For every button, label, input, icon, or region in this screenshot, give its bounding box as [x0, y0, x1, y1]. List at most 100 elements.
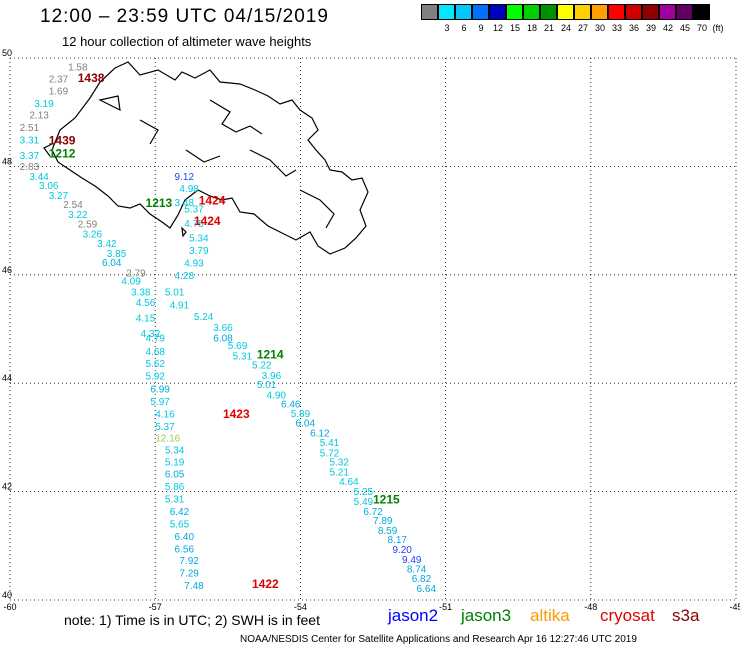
pass-time-label: 1424 [194, 214, 221, 228]
color-swatch [574, 4, 591, 20]
wave-height-value: 4.68 [146, 347, 166, 358]
color-scale-label: 45 [679, 23, 690, 33]
lat-tick-label: 40 [2, 590, 12, 600]
color-scale-label: 12 [492, 23, 503, 33]
wave-height-value: 3.79 [189, 246, 209, 257]
wave-height-value: 4.28 [175, 271, 195, 282]
wave-height-value: 3.48 [175, 198, 195, 209]
wave-height-value: 6.46 [281, 400, 301, 411]
wave-height-value: 1.69 [49, 86, 69, 97]
wave-height-value: 5.34 [165, 446, 185, 457]
satellite-jason3: jason3 [461, 606, 512, 625]
wave-height-value: 8.17 [388, 535, 408, 546]
wave-height-value: 2.83 [20, 162, 40, 173]
wave-height-value: 5.21 [329, 467, 349, 478]
wave-height-value: 5.22 [252, 361, 272, 372]
wave-height-value: 6.08 [213, 333, 233, 344]
wave-height-value: 3.37 [20, 151, 40, 162]
color-scale-label: 39 [645, 23, 656, 33]
wave-height-value: 4.56 [136, 298, 156, 309]
wave-height-value: 9.20 [392, 545, 412, 556]
wave-height-value: 4.15 [136, 313, 156, 324]
wave-height-value: 5.72 [320, 448, 340, 459]
wave-height-value: 2.13 [29, 111, 49, 122]
wave-height-value: 5.37 [155, 422, 175, 433]
color-swatch [421, 4, 438, 20]
color-swatch [506, 4, 523, 20]
footer-note: note: 1) Time is in UTC; 2) SWH is in fe… [64, 612, 320, 628]
wave-height-value: 5.41 [320, 438, 340, 449]
wave-height-value: 6.04 [102, 258, 122, 269]
color-swatch [455, 4, 472, 20]
wave-height-value: 3.19 [34, 99, 54, 110]
color-scale-label: 33 [611, 23, 622, 33]
color-swatch [608, 4, 625, 20]
satellite-cryosat: cryosat [600, 606, 655, 625]
wave-height-observations: 1.582.371.69 3.192.132.51 3.31 3.372.833.44… [20, 62, 437, 594]
color-swatch [693, 4, 710, 20]
color-scale-label: 36 [628, 23, 639, 33]
wave-height-value: 5.65 [170, 519, 190, 530]
wave-height-value: 4.90 [267, 390, 287, 401]
wave-height-value: 4.79 [146, 333, 166, 344]
wave-height-value: 7.29 [179, 569, 199, 580]
wave-height-value: 4.32 [141, 329, 161, 340]
wave-height-value: 5.92 [146, 371, 166, 382]
color-swatch [591, 4, 608, 20]
wave-height-value: 5.86 [165, 482, 185, 493]
wave-height-value: 3.66 [213, 323, 233, 334]
color-scale-label: 27 [577, 23, 588, 33]
lon-tick-label: -60 [3, 602, 16, 612]
chart-title: 12:00 – 23:59 UTC 04/15/2019 [40, 6, 329, 27]
lat-tick-label: 48 [2, 156, 12, 166]
coastline [43, 61, 369, 255]
color-scale-label: 6 [461, 23, 467, 33]
wave-height-value: 6.82 [412, 574, 432, 585]
wave-height-value: 5.19 [165, 458, 185, 469]
wave-height-value: 4.75 [184, 219, 204, 230]
pass-time-label: 1422 [252, 577, 279, 591]
chart-subtitle: 12 hour collection of altimeter wave hei… [62, 34, 312, 49]
credit-line: NOAA/NESDIS Center for Satellite Applica… [240, 634, 637, 645]
lon-tick-label: -57 [149, 602, 162, 612]
wave-height-value: 5.25 [354, 487, 374, 498]
wave-height-value: 4.64 [339, 477, 359, 488]
color-scale-label: 30 [594, 23, 605, 33]
pass-time-label: 1424 [199, 193, 226, 207]
wave-height-value: 4.91 [170, 300, 190, 311]
wave-height-value: 5.34 [189, 234, 209, 245]
wave-height-value: 6.56 [175, 544, 195, 555]
color-scale-label: 9 [478, 23, 484, 33]
wave-height-value: 3.06 [39, 181, 59, 192]
wave-height-value: 5.32 [329, 458, 349, 469]
wave-height-value: 3.44 [29, 172, 49, 183]
color-scale-label: 21 [543, 23, 554, 33]
color-swatch [625, 4, 642, 20]
color-swatch [557, 4, 574, 20]
wave-height-value: 4.09 [121, 277, 141, 288]
lat-lon-grid [9, 57, 737, 601]
lon-tick-label: -48 [584, 602, 597, 612]
wave-height-value: 3.22 [68, 210, 88, 221]
color-swatch [642, 4, 659, 20]
color-swatch [659, 4, 676, 20]
wave-height-value: 6.72 [363, 507, 383, 518]
wave-height-value: 7.89 [373, 516, 393, 527]
satellite-s3a: s3a [672, 606, 700, 625]
wave-height-value: 6.12 [310, 428, 330, 439]
wave-height-value: 12.16 [155, 434, 180, 445]
wave-height-value: 3.38 [131, 287, 151, 298]
wave-height-value: 9.12 [175, 172, 195, 183]
wave-height-value: 9.49 [402, 555, 422, 566]
wave-height-value: 3.27 [49, 191, 69, 202]
axis-ticks: -60 -57 -54 -51 -48 -45 40 42 44 46 48 50 [2, 48, 740, 612]
color-swatch [523, 4, 540, 20]
wave-height-value: 6.42 [170, 507, 190, 518]
wave-height-value: 5.01 [165, 287, 185, 298]
satellite-altika: altika [530, 606, 570, 625]
wave-height-value: 2.37 [49, 74, 69, 85]
pass-time-label: 1212 [49, 147, 76, 161]
wave-height-value: 5.24 [194, 312, 214, 323]
satellite-jason2: jason2 [388, 606, 439, 625]
wave-height-value: 3.26 [83, 229, 103, 240]
